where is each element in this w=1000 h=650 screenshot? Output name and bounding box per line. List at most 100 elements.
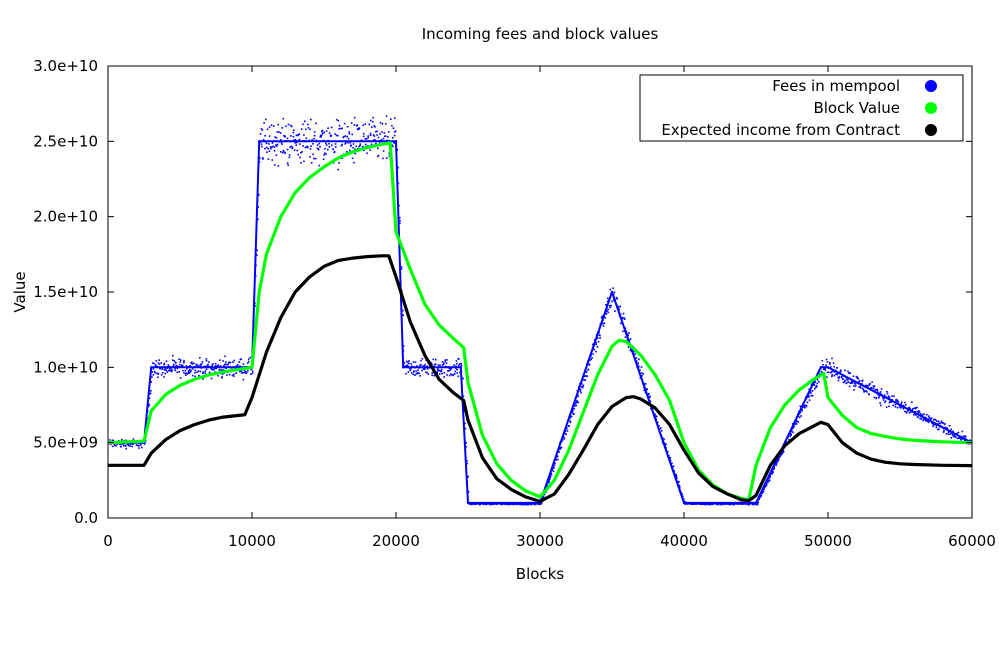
scatter-point: [913, 411, 915, 413]
scatter-point: [805, 396, 807, 399]
scatter-point: [456, 372, 458, 374]
scatter-point: [271, 159, 273, 161]
scatter-point: [448, 374, 451, 377]
data-point: [783, 403, 786, 407]
scatter-point: [855, 375, 858, 378]
scatter-point: [176, 371, 179, 373]
scatter-point: [661, 441, 664, 444]
scatter-point: [648, 393, 650, 395]
y-tick-label: 2.0e+10: [33, 208, 98, 226]
scatter-point: [533, 502, 535, 504]
scatter-point: [236, 366, 239, 368]
scatter-point: [190, 369, 192, 372]
scatter-point: [816, 382, 819, 385]
scatter-point: [152, 362, 154, 364]
y-tick-label: 2.5e+10: [33, 132, 98, 150]
scatter-point: [318, 164, 321, 167]
scatter-point: [750, 502, 752, 504]
scatter-point: [830, 366, 832, 368]
scatter-point: [138, 444, 141, 447]
scatter-point: [933, 418, 936, 421]
scatter-point: [613, 293, 615, 296]
scatter-point: [642, 373, 645, 375]
scatter-point: [862, 389, 865, 391]
scatter-point: [453, 364, 455, 366]
scatter-point: [794, 423, 797, 425]
scatter-point: [287, 164, 289, 166]
scatter-point: [171, 369, 174, 371]
scatter-point: [648, 396, 651, 399]
data-point: [510, 479, 513, 482]
scatter-point: [815, 386, 817, 388]
scatter-point: [423, 368, 425, 371]
data-point: [409, 268, 412, 271]
scatter-point: [779, 454, 782, 456]
scatter-point: [927, 415, 930, 417]
data-point: [610, 405, 614, 408]
data-point: [726, 492, 729, 496]
scatter-point: [913, 412, 916, 415]
scatter-point: [232, 373, 235, 376]
scatter-point: [908, 412, 911, 414]
data-point: [495, 477, 498, 481]
scatter-point: [669, 459, 672, 462]
scatter-point: [212, 368, 214, 370]
data-point: [798, 432, 801, 435]
scatter-point: [597, 340, 600, 343]
data-point: [462, 346, 465, 349]
scatter-point: [802, 406, 805, 408]
scatter-point: [479, 502, 482, 505]
data-point: [942, 464, 945, 467]
scatter-point: [402, 309, 404, 312]
scatter-point: [441, 372, 443, 375]
scatter-point: [180, 359, 182, 361]
scatter-point: [811, 390, 814, 392]
scatter-point: [430, 362, 433, 365]
scatter-point: [341, 127, 343, 130]
scatter-point: [369, 134, 372, 137]
scatter-point: [627, 346, 630, 348]
scatter-point: [229, 366, 232, 369]
data-point: [394, 275, 398, 279]
scatter-point: [815, 384, 818, 387]
scatter-point: [248, 358, 250, 360]
scatter-point: [351, 157, 354, 160]
scatter-point: [358, 128, 360, 130]
scatter-point: [433, 365, 435, 368]
scatter-point: [364, 143, 367, 146]
scatter-point: [643, 385, 646, 387]
scatter-point: [643, 386, 645, 389]
scatter-point: [764, 485, 766, 488]
scatter-point: [535, 503, 537, 505]
scatter-point: [341, 143, 343, 146]
scatter-point: [460, 362, 462, 365]
scatter-point: [202, 378, 204, 380]
scatter-point: [159, 367, 161, 370]
scatter-point: [751, 503, 754, 505]
scatter-point: [914, 407, 917, 410]
scatter-point: [282, 149, 285, 152]
scatter-point: [960, 439, 962, 441]
scatter-point: [411, 372, 413, 374]
scatter-point: [639, 369, 641, 371]
scatter-point: [283, 151, 286, 153]
data-point: [567, 449, 570, 452]
scatter-point: [175, 364, 177, 367]
scatter-point: [640, 366, 643, 368]
data-point: [351, 256, 354, 260]
scatter-point: [781, 453, 783, 456]
scatter-point: [414, 361, 417, 363]
scatter-point: [678, 485, 681, 488]
scatter-point: [881, 394, 883, 397]
scatter-point: [426, 365, 428, 368]
data-point: [618, 339, 621, 342]
scatter-point: [207, 363, 209, 366]
scatter-point: [665, 450, 668, 453]
scatter-point: [130, 443, 132, 445]
scatter-point: [590, 358, 592, 361]
scatter-point: [611, 292, 613, 295]
scatter-point: [953, 435, 956, 437]
scatter-point: [849, 382, 852, 384]
scatter-point: [768, 477, 770, 480]
scatter-point: [279, 141, 281, 143]
